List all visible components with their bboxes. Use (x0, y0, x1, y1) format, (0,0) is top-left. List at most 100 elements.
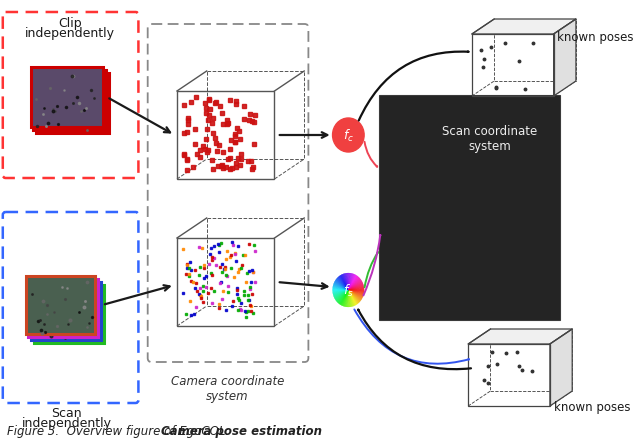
Wedge shape (348, 290, 351, 307)
Wedge shape (343, 274, 348, 290)
Wedge shape (333, 286, 348, 290)
Wedge shape (348, 285, 364, 290)
FancyBboxPatch shape (33, 70, 106, 130)
Wedge shape (348, 290, 351, 307)
Text: Figure 3.  Overview figure of EgoCOL:: Figure 3. Overview figure of EgoCOL: (8, 425, 234, 438)
Wedge shape (348, 290, 357, 304)
Wedge shape (338, 277, 348, 290)
Wedge shape (338, 290, 348, 303)
Text: Scan: Scan (52, 407, 82, 420)
Wedge shape (342, 274, 348, 290)
Wedge shape (333, 290, 348, 292)
Wedge shape (334, 282, 348, 290)
Wedge shape (335, 290, 348, 300)
Wedge shape (333, 290, 348, 294)
Wedge shape (340, 275, 348, 290)
Wedge shape (348, 274, 355, 290)
Polygon shape (472, 19, 576, 34)
Wedge shape (344, 273, 348, 290)
Wedge shape (343, 290, 348, 306)
Wedge shape (335, 281, 348, 290)
Wedge shape (346, 290, 348, 307)
Wedge shape (348, 290, 363, 297)
Wedge shape (348, 290, 354, 306)
Wedge shape (348, 290, 362, 299)
Wedge shape (337, 290, 348, 303)
Wedge shape (333, 290, 348, 291)
Wedge shape (348, 290, 362, 299)
Wedge shape (342, 274, 348, 290)
FancyArrowPatch shape (359, 52, 468, 120)
Wedge shape (348, 288, 364, 290)
Wedge shape (348, 277, 358, 290)
Wedge shape (348, 287, 364, 290)
Wedge shape (348, 290, 355, 306)
Wedge shape (336, 279, 348, 290)
Wedge shape (344, 273, 348, 290)
Wedge shape (348, 290, 359, 303)
Wedge shape (348, 290, 359, 303)
Wedge shape (333, 284, 348, 290)
Text: $f_s$: $f_s$ (343, 283, 354, 299)
Wedge shape (348, 277, 359, 290)
FancyBboxPatch shape (26, 276, 95, 334)
FancyBboxPatch shape (36, 73, 109, 133)
Wedge shape (348, 290, 358, 304)
Wedge shape (348, 281, 362, 290)
Wedge shape (348, 273, 351, 290)
FancyBboxPatch shape (31, 282, 100, 340)
Wedge shape (348, 290, 364, 292)
Wedge shape (348, 290, 364, 296)
Wedge shape (333, 290, 348, 293)
Wedge shape (348, 290, 356, 305)
Polygon shape (468, 329, 572, 344)
Wedge shape (340, 290, 348, 305)
Wedge shape (348, 290, 361, 301)
Wedge shape (348, 286, 364, 290)
Wedge shape (348, 280, 362, 290)
Wedge shape (348, 290, 362, 298)
Wedge shape (343, 274, 348, 290)
Text: Camera coordinate
system: Camera coordinate system (171, 375, 284, 403)
Wedge shape (346, 273, 348, 290)
Wedge shape (348, 277, 359, 290)
Wedge shape (348, 279, 361, 290)
Wedge shape (348, 290, 360, 302)
Wedge shape (348, 285, 364, 290)
Wedge shape (348, 290, 358, 304)
Wedge shape (348, 279, 360, 290)
Wedge shape (348, 290, 351, 307)
Wedge shape (343, 290, 348, 306)
Text: Clip: Clip (58, 17, 81, 30)
Wedge shape (342, 290, 348, 306)
FancyBboxPatch shape (31, 67, 103, 127)
Wedge shape (348, 278, 360, 290)
Wedge shape (336, 290, 348, 301)
Wedge shape (340, 275, 348, 290)
Wedge shape (337, 278, 348, 290)
Wedge shape (335, 280, 348, 290)
Wedge shape (344, 290, 348, 306)
Wedge shape (346, 273, 348, 290)
Text: $f_c$: $f_c$ (343, 128, 354, 144)
Wedge shape (348, 273, 350, 290)
Wedge shape (339, 290, 348, 304)
Wedge shape (333, 290, 348, 295)
Wedge shape (348, 290, 353, 306)
Wedge shape (340, 290, 348, 305)
Wedge shape (348, 284, 364, 290)
Wedge shape (348, 284, 363, 290)
Wedge shape (348, 290, 356, 305)
Wedge shape (337, 277, 348, 290)
Wedge shape (348, 290, 349, 307)
Wedge shape (334, 290, 348, 298)
Wedge shape (333, 284, 348, 290)
Wedge shape (334, 290, 348, 298)
Wedge shape (348, 290, 362, 300)
Wedge shape (341, 275, 348, 290)
Wedge shape (348, 276, 358, 290)
Wedge shape (333, 290, 348, 292)
Wedge shape (333, 288, 348, 290)
Wedge shape (345, 290, 348, 306)
Circle shape (333, 118, 364, 152)
